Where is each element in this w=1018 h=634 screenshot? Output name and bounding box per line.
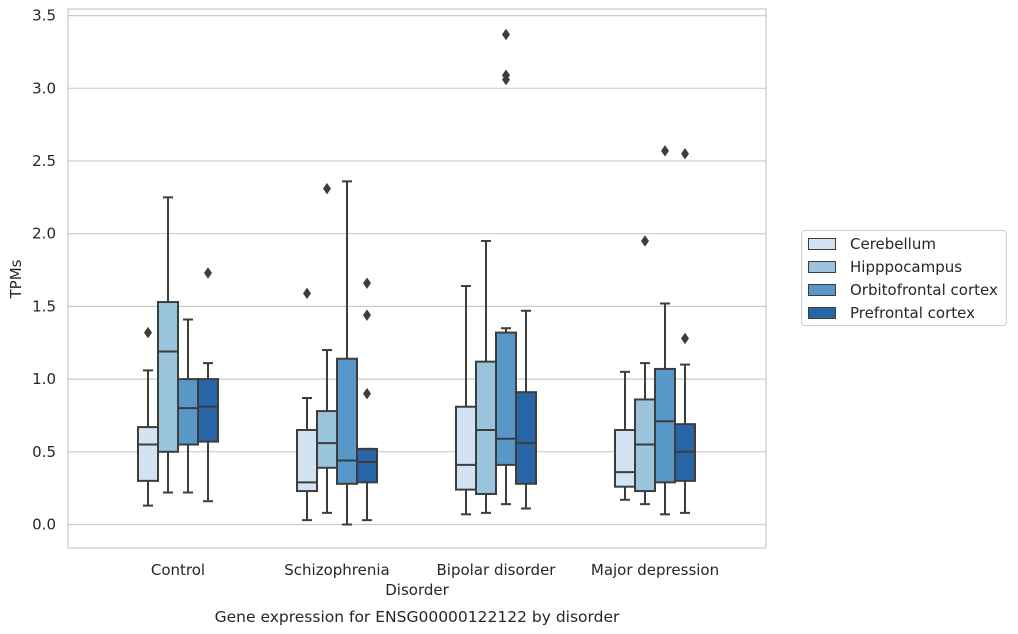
- legend-label-prefrontal-cortex: Prefrontal cortex: [850, 304, 975, 322]
- outlier-point: [144, 326, 152, 339]
- box-group: [515, 309, 537, 510]
- legend-label-orbitofrontal-cortex: Orbitofrontal cortex: [850, 281, 998, 299]
- figure-caption: Gene expression for ENSG00000122122 by d…: [215, 608, 620, 626]
- outlier-point: [502, 69, 510, 81]
- box-iqr: [654, 367, 676, 484]
- box-group: [177, 318, 199, 494]
- box-group: [674, 148, 696, 514]
- box-group: [197, 267, 219, 503]
- box-iqr: [157, 301, 179, 453]
- y-tick-label: 3.0: [32, 79, 56, 97]
- outlier-point: [661, 145, 669, 157]
- x-tick-label: Control: [151, 561, 205, 579]
- outlier-point: [363, 277, 371, 289]
- legend-item-cerebellum: Cerebellum: [808, 234, 936, 254]
- legend-label-cerebellum: Cerebellum: [850, 235, 936, 253]
- box-iqr: [177, 378, 199, 446]
- x-axis-label: Disorder: [385, 581, 449, 599]
- x-tick-label: Schizophrenia: [284, 561, 389, 579]
- y-tick-label: 1.0: [32, 370, 56, 388]
- box-iqr: [356, 447, 378, 484]
- x-tick-labels: Control Schizophrenia Bipolar disorder Majo…: [151, 561, 719, 579]
- outlier-point: [502, 28, 510, 41]
- box-group: [316, 182, 338, 514]
- box-iqr: [137, 426, 159, 482]
- legend-label-hipppocampus: Hipppocampus: [850, 258, 963, 276]
- outlier-point: [641, 235, 649, 247]
- boxes: [137, 28, 696, 526]
- box-iqr: [515, 391, 537, 485]
- box-iqr: [197, 378, 219, 443]
- box-iqr: [336, 357, 358, 485]
- y-tick-labels: 0.0 0.5 1.0 1.5 2.0 2.5 3.0 3.5: [32, 7, 56, 534]
- legend-item-orbitofrontal-cortex: Orbitofrontal cortex: [808, 280, 998, 300]
- box-group: [475, 239, 497, 514]
- box-iqr: [614, 428, 636, 488]
- outlier-point: [681, 332, 689, 345]
- y-tick-label: 2.5: [32, 152, 56, 170]
- y-tick-label: 0.5: [32, 443, 56, 461]
- x-tick-label: Bipolar disorder: [437, 561, 557, 579]
- legend: Cerebellum Hipppocampus Orbitofrontal co…: [801, 230, 1007, 326]
- outlier-point: [323, 182, 331, 195]
- box-group: [336, 180, 358, 526]
- legend-item-prefrontal-cortex: Prefrontal cortex: [808, 303, 975, 323]
- plot-area: [67, 8, 767, 549]
- x-tick-label: Major depression: [591, 561, 719, 579]
- y-tick-label: 1.5: [32, 297, 56, 315]
- box-group: [495, 28, 517, 506]
- legend-swatch-orbitofrontal-cortex: [808, 284, 836, 296]
- legend-swatch-prefrontal-cortex: [808, 307, 836, 319]
- outlier-point: [681, 148, 689, 160]
- y-axis-label: TPMs: [7, 259, 25, 299]
- box-iqr: [316, 410, 338, 469]
- outlier-point: [303, 287, 311, 300]
- box-iqr: [455, 405, 477, 491]
- box-group: [157, 196, 179, 494]
- outlier-point: [204, 267, 212, 279]
- box-group: [634, 235, 656, 506]
- outlier-point: [363, 387, 371, 400]
- y-tick-label: 2.0: [32, 225, 56, 243]
- box-iqr: [475, 360, 497, 495]
- legend-item-hipppocampus: Hipppocampus: [808, 257, 962, 277]
- outlier-point: [363, 309, 371, 321]
- legend-swatch-hipppocampus: [808, 261, 836, 273]
- box-group: [654, 145, 676, 516]
- y-tick-label: 3.5: [32, 7, 56, 25]
- box-group: [614, 370, 636, 501]
- y-tick-label: 0.0: [32, 516, 56, 534]
- box-group: [356, 277, 378, 522]
- box-group: [137, 326, 159, 507]
- legend-swatch-cerebellum: [808, 238, 836, 250]
- box-iqr: [495, 331, 517, 466]
- box-group: [455, 285, 477, 516]
- box-group: [296, 287, 318, 522]
